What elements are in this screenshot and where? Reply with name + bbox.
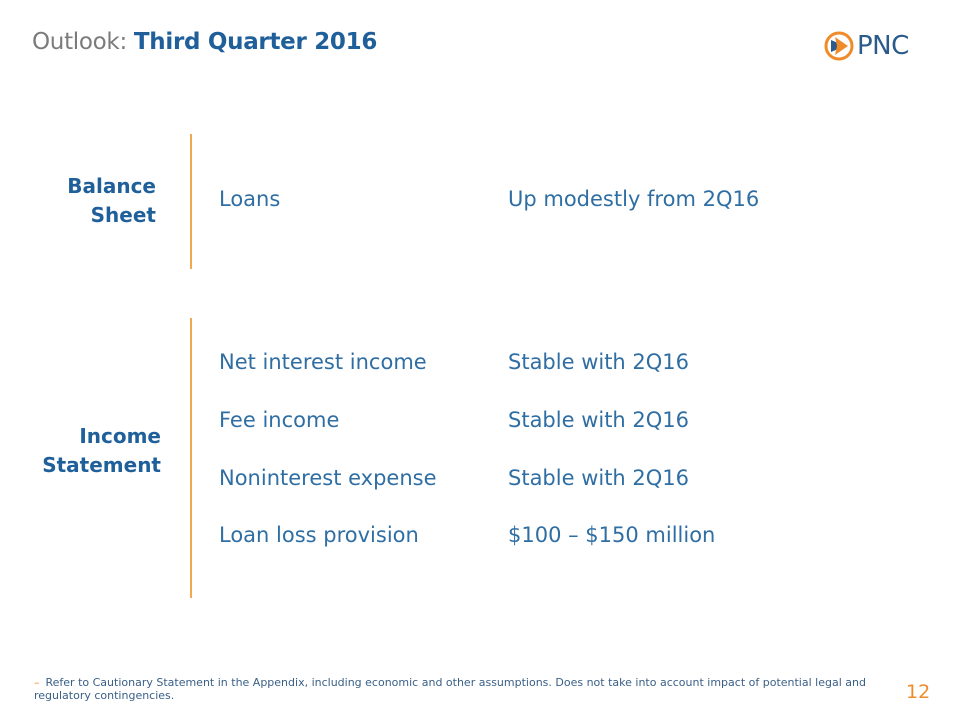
- row-label-net-interest-income: Net interest income: [219, 350, 427, 374]
- footnote: – Refer to Cautionary Statement in the Ap…: [34, 676, 870, 702]
- row-label-loan-loss-provision: Loan loss provision: [219, 523, 419, 547]
- title-prefix: Outlook:: [32, 29, 127, 55]
- row-value-noninterest-expense: Stable with 2Q16: [508, 466, 690, 490]
- row-value-fee-income: Stable with 2Q16: [508, 408, 690, 432]
- slide-title: Outlook: Third Quarter 2016: [32, 29, 377, 55]
- footnote-line1: Refer to Cautionary Statement in the App…: [45, 676, 866, 689]
- row-label-loans: Loans: [219, 187, 281, 211]
- pnc-logo-text: PNC: [857, 31, 909, 61]
- title-main: Third Quarter 2016: [133, 29, 378, 55]
- section-label-line2: Sheet: [90, 203, 156, 227]
- page-number: 12: [906, 681, 931, 703]
- section-label-line1: Balance: [67, 174, 156, 198]
- section-label-income-statement: Income Statement: [42, 422, 161, 480]
- pnc-logo: PNC: [824, 30, 909, 62]
- section-label-line2: Statement: [42, 453, 161, 477]
- row-value-loans: Up modestly from 2Q16: [508, 187, 760, 211]
- section-label-line1: Income: [79, 424, 161, 448]
- section-divider-income-statement: [190, 318, 192, 598]
- row-label-noninterest-expense: Noninterest expense: [219, 466, 437, 490]
- footnote-bullet: –: [34, 676, 40, 689]
- section-divider-balance-sheet: [190, 134, 192, 269]
- footnote-line2: regulatory contingencies.: [34, 689, 175, 702]
- pnc-logo-icon: [824, 31, 854, 61]
- row-label-fee-income: Fee income: [219, 408, 340, 432]
- row-value-loan-loss-provision: $100 – $150 million: [508, 523, 716, 547]
- section-label-balance-sheet: Balance Sheet: [67, 172, 156, 230]
- row-value-net-interest-income: Stable with 2Q16: [508, 350, 690, 374]
